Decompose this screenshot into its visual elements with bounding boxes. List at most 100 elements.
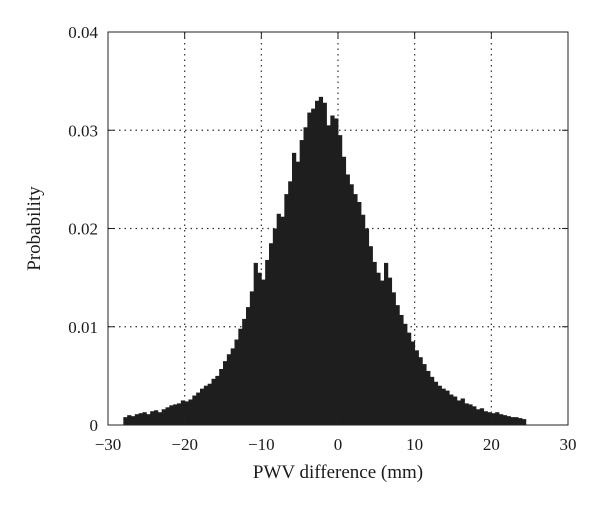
histogram-bar <box>418 357 423 425</box>
histogram-bar <box>161 409 166 425</box>
histogram-bar <box>165 407 170 425</box>
x-tick-label: −30 <box>95 435 122 454</box>
x-tick-label: 10 <box>406 435 423 454</box>
histogram-bar <box>299 140 304 425</box>
histogram-bar <box>219 368 224 425</box>
histogram-bar <box>288 181 293 425</box>
histogram-bar <box>123 417 128 425</box>
histogram-bars <box>123 96 527 426</box>
histogram-bar <box>491 413 496 425</box>
histogram-bar <box>518 418 523 425</box>
histogram-bar <box>215 375 220 425</box>
histogram-bar <box>380 280 385 425</box>
histogram-bar <box>426 370 431 425</box>
y-tick-label: 0 <box>90 416 99 435</box>
histogram-bar <box>372 261 377 425</box>
histogram-bar <box>472 406 477 425</box>
histogram-bar <box>173 404 178 425</box>
histogram-bar <box>150 411 155 425</box>
histogram-bar <box>230 348 235 425</box>
histogram-bar <box>338 135 343 425</box>
histogram-bar <box>292 152 297 425</box>
y-tick-label: 0.04 <box>68 23 98 42</box>
histogram-bar <box>376 272 381 425</box>
histogram-bar <box>142 412 147 425</box>
y-tick-label: 0.01 <box>68 318 98 337</box>
x-tick-label: 20 <box>483 435 500 454</box>
histogram-bar <box>361 214 366 425</box>
histogram-bar <box>303 127 308 426</box>
histogram-bar <box>468 404 473 425</box>
histogram-bar <box>261 279 266 425</box>
histogram-bar <box>357 201 362 425</box>
histogram-bar <box>322 102 327 426</box>
histogram-bar <box>499 414 504 425</box>
y-tick-labels: 0 0.01 0.02 0.03 0.04 <box>68 23 98 435</box>
y-tick-label: 0.02 <box>68 220 98 239</box>
histogram-bar <box>399 314 404 425</box>
histogram-bar <box>188 399 193 425</box>
histogram-bar <box>445 390 450 425</box>
histogram-bar <box>483 411 488 425</box>
x-axis-label: PWV difference (mm) <box>253 462 423 483</box>
x-tick-label: 0 <box>334 435 343 454</box>
histogram-bar <box>334 118 339 426</box>
x-tick-labels: −30 −20 −10 0 10 20 30 <box>95 435 577 454</box>
histogram-bar <box>407 332 412 425</box>
histogram-bar <box>138 413 143 425</box>
histogram-bar <box>169 405 174 425</box>
histogram-bar <box>514 417 519 425</box>
histogram-bar <box>234 339 239 425</box>
histogram-bar <box>441 388 446 425</box>
histogram-bar <box>196 392 201 425</box>
histogram-bar <box>510 417 515 425</box>
histogram-bar <box>146 414 151 425</box>
x-tick-label: −10 <box>248 435 275 454</box>
histogram-bar <box>495 412 500 425</box>
histogram-bar <box>479 408 485 425</box>
histogram-bar <box>134 414 140 425</box>
histogram-bar <box>414 350 419 425</box>
histogram-bar <box>131 416 136 425</box>
histogram-bar <box>295 161 301 425</box>
histogram-bar <box>249 291 255 425</box>
histogram-bar <box>157 412 163 425</box>
axis-ticks <box>107 31 569 426</box>
histogram-bar <box>280 216 285 425</box>
histogram-bar <box>522 419 527 425</box>
histogram-bar <box>192 395 197 425</box>
histogram-bar <box>180 400 186 425</box>
histogram-bar <box>265 259 270 425</box>
histogram-bar <box>449 394 454 425</box>
histogram-bar <box>269 243 274 425</box>
y-tick-label: 0.03 <box>68 121 98 140</box>
histogram-bar <box>330 115 335 425</box>
histogram-bar <box>203 385 209 425</box>
histogram-bar <box>207 383 212 425</box>
histogram-bar <box>276 213 281 425</box>
histogram-bar <box>246 307 251 425</box>
histogram-bar <box>464 403 469 425</box>
histogram-bar <box>226 354 232 425</box>
histogram-bar <box>284 194 289 425</box>
histogram-bar <box>345 174 350 425</box>
histogram-bar <box>456 400 462 425</box>
histogram-bar <box>318 96 324 425</box>
y-axis-label: Probability <box>24 186 45 271</box>
histogram-bar <box>223 361 228 425</box>
x-tick-label: −20 <box>171 435 198 454</box>
histogram-bar <box>315 100 320 426</box>
histogram-bar <box>453 396 458 425</box>
histogram-bar <box>177 403 182 425</box>
histogram-bar <box>384 262 389 425</box>
histogram-bar <box>341 156 347 425</box>
histogram-bar <box>460 398 465 425</box>
histogram-bar <box>211 378 216 425</box>
x-tick-label: 30 <box>560 435 577 454</box>
histogram-bar <box>364 228 370 425</box>
histogram-bar <box>307 112 312 425</box>
histogram-bar <box>387 277 393 425</box>
histogram-bar <box>476 409 481 425</box>
histogram-bar <box>506 416 511 425</box>
